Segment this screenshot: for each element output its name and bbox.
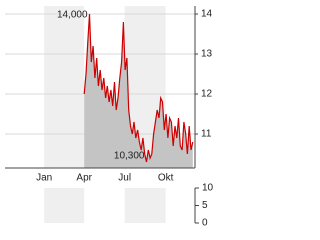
y-tick-label: 11 [201, 129, 212, 140]
annotation: 10,300 [114, 151, 145, 162]
x-tick-label: Jan [36, 173, 52, 184]
price-line [83, 13, 194, 163]
area [84, 14, 193, 168]
x-tick-label: Apr [76, 173, 92, 184]
background-band [124, 188, 166, 223]
background-band [44, 188, 85, 223]
y-tick-label: 14 [201, 9, 213, 20]
annotation: 14,000 [57, 10, 88, 21]
y-tick-label: 12 [201, 89, 213, 100]
x-tick-label: Okt [158, 173, 174, 184]
y-tick-label: 5 [202, 200, 208, 211]
y-tick-label: 0 [202, 218, 208, 229]
y-tick-label: 10 [202, 183, 214, 194]
x-tick-label: Jul [118, 173, 131, 184]
chart: 11 12 13 14 Jan Apr Jul Okt 14,000 10,300 0 5 10 [5, 6, 214, 229]
y-tick-label: 13 [201, 49, 213, 60]
background-band [44, 6, 85, 168]
